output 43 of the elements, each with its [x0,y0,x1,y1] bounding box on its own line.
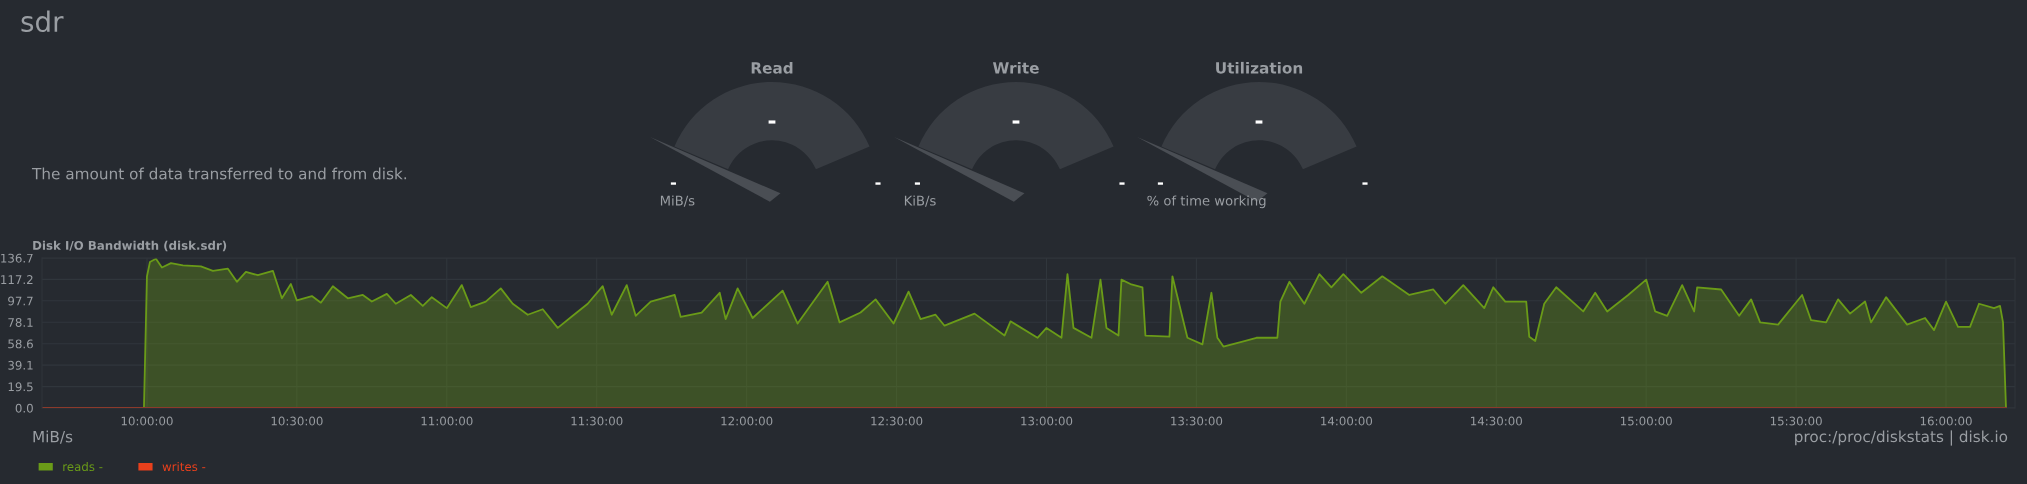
text: - [1362,182,1368,185]
x-tick-label: 14:00:00 [1321,416,1373,426]
chart-subtitle: The amount of data transferred to and from disk. [31,167,407,180]
x-tick-label: 11:30:00 [571,416,623,426]
text: KiB/s [904,195,936,207]
legend-label: writes - [162,461,206,472]
x-tick-label: 10:30:00 [271,416,323,426]
y-tick-label: 58.6 [8,339,33,349]
text: MiB/s [660,195,695,207]
text: proc:/proc/diskstats | disk.io [1795,430,2008,446]
text: - [1157,182,1163,185]
y-tick-label: 19.5 [8,382,33,392]
x-tick-label: 12:30:00 [871,416,923,426]
text: MiB/s [33,430,73,444]
text: - [1012,120,1020,124]
x-tick-label: 11:00:00 [421,416,473,426]
x-tick-label: 15:00:00 [1620,416,1672,426]
text: Write [992,61,1039,74]
x-tick-label: 13:30:00 [1171,416,1223,426]
text: sdr [21,10,64,33]
x-tick-label: 16:00:00 [1920,416,1972,426]
text: - [1119,182,1125,185]
legend-label: reads - [63,461,103,472]
x-tick-label: 10:00:00 [121,416,173,426]
y-tick-label: 97.7 [8,296,33,306]
text: % of time working [1147,195,1266,209]
y-tick-label: 39.1 [8,360,33,370]
text: - [875,182,881,185]
y-tick-label: 78.1 [8,318,33,327]
x-tick-label: 14:30:00 [1471,416,1522,426]
text: - [670,182,676,185]
y-tick-label: 117.2 [1,275,33,284]
chart-title: Disk I/O Bandwidth (disk.sdr) [33,240,227,252]
text: - [768,120,776,124]
x-tick-label: 15:30:00 [1770,416,1822,426]
text: Read [751,61,793,74]
x-tick-label: 12:00:00 [721,416,773,426]
text: Utilization [1216,61,1303,74]
text: - [914,182,920,185]
y-tick-label: 0.0 [15,403,33,413]
y-tick-label: 136.7 [1,253,33,263]
text: - [1255,120,1263,124]
x-tick-label: 13:00:00 [1021,416,1073,426]
